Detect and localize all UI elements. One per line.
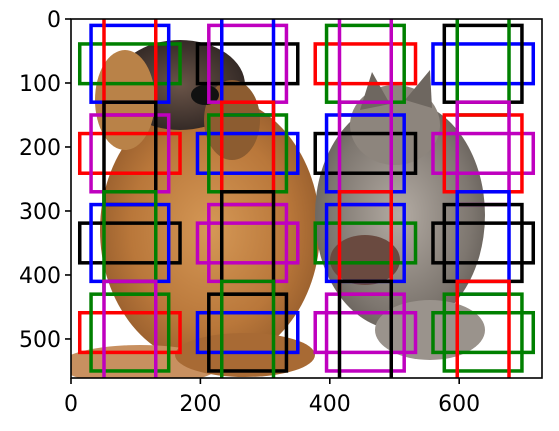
kitten-ear-right	[405, 70, 432, 108]
y-tick-label: 200	[19, 136, 61, 161]
x-axis-ticks: 0 200 400 600	[64, 378, 480, 417]
puppy-nose	[191, 85, 219, 105]
anchor-box-wide	[313, 42, 418, 86]
anchor-box-tall	[337, 279, 394, 378]
anchor-box-wide	[195, 131, 300, 175]
anchor-box-wide	[77, 310, 182, 355]
anchor-boxes	[77, 19, 536, 378]
anchor-box-wide	[77, 221, 182, 265]
anchor-box-wide	[313, 310, 418, 355]
anchor-box-wide	[313, 221, 418, 265]
y-tick-label: 100	[19, 72, 61, 97]
x-tick-label: 400	[309, 392, 351, 417]
anchor-box-tall	[455, 279, 511, 378]
anchor-box-square	[89, 292, 171, 373]
anchor-box-wide	[431, 42, 536, 86]
plot-frame	[70, 18, 543, 379]
y-tick-label: 0	[47, 8, 61, 33]
y-tick-label: 400	[19, 264, 61, 289]
x-tick-label: 0	[64, 392, 78, 417]
anchor-box-square	[207, 292, 289, 373]
anchor-box-wide	[431, 131, 536, 175]
anchor-box-wide	[77, 131, 182, 175]
anchor-box-tall	[219, 279, 276, 378]
anchor-box-wide	[313, 131, 418, 175]
kitten-face-shadow	[330, 235, 400, 285]
anchor-box-wide	[431, 221, 536, 265]
anchor-box-wide	[431, 310, 536, 355]
anchor-box-wide	[195, 221, 300, 265]
y-tick-label: 500	[19, 328, 61, 353]
photo-puppy-kitten	[71, 19, 542, 378]
anchor-box-square	[324, 292, 406, 373]
anchor-box-wide	[195, 310, 300, 355]
x-tick-label: 200	[179, 392, 221, 417]
puppy-ear-left	[95, 50, 155, 150]
puppy-ear-right	[204, 80, 260, 160]
anchor-box-wide	[77, 42, 182, 86]
anchor-box-wide	[195, 42, 300, 86]
anchor-box-tall	[102, 279, 158, 378]
y-tick-label: 300	[19, 200, 61, 225]
x-tick-label: 600	[438, 392, 480, 417]
anchor-box-square	[442, 292, 524, 373]
y-axis-ticks: 0 100 200 300 400 500	[19, 8, 71, 353]
